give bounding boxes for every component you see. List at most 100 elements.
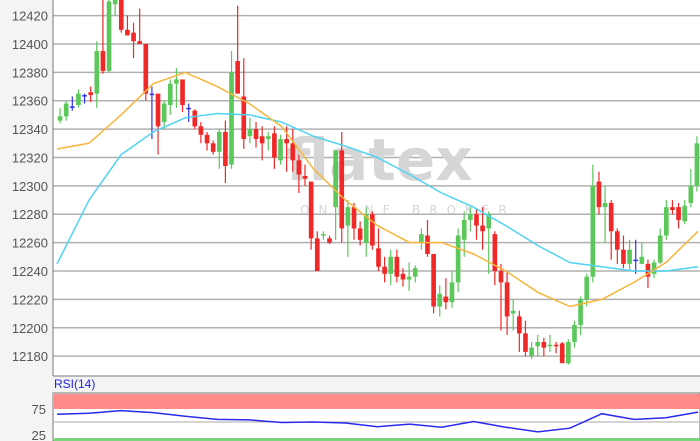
candle-body xyxy=(357,228,363,240)
candle-body xyxy=(253,129,259,140)
candle-body xyxy=(345,207,351,226)
candle-body xyxy=(137,41,142,44)
candle-body xyxy=(419,234,424,243)
candle-body xyxy=(223,131,228,167)
rsi-pane: 75 25 xyxy=(32,392,700,441)
price-axis-labels: 12180 12200 12220 12240 12260 12280 12300 12320… xyxy=(12,9,48,365)
candle-body xyxy=(627,249,632,264)
fast-moving-average-line xyxy=(56,71,699,308)
candle-body xyxy=(584,276,590,300)
candle-body xyxy=(265,136,271,140)
candle-body xyxy=(541,341,547,348)
candle-body xyxy=(363,214,369,243)
rsi-line xyxy=(56,409,699,433)
candle-body xyxy=(400,273,406,280)
candle-body xyxy=(449,282,455,303)
candle-body xyxy=(82,95,87,97)
candle-body xyxy=(370,214,375,246)
candle-body xyxy=(431,253,436,307)
candle-body xyxy=(112,0,118,5)
candle-body xyxy=(559,343,565,364)
candle-body xyxy=(663,207,669,236)
candle-body xyxy=(143,43,149,94)
candle-body xyxy=(510,310,516,314)
price-tick-label: 12340 xyxy=(12,122,48,137)
price-tick-label: 12200 xyxy=(12,321,48,336)
candle-body xyxy=(131,32,136,42)
price-tick-label: 12260 xyxy=(12,236,48,251)
candle-body xyxy=(504,282,510,317)
candle-body xyxy=(161,103,167,123)
price-tick-label: 12280 xyxy=(12,207,48,222)
candle-body xyxy=(314,238,320,272)
price-tick-label: 12380 xyxy=(12,65,48,80)
candle-body xyxy=(155,93,161,127)
candle-body xyxy=(566,341,571,364)
candle-body xyxy=(406,276,412,280)
candle-body xyxy=(149,93,155,96)
candle-body xyxy=(125,29,130,36)
candle-body xyxy=(308,181,314,239)
rsi-tick-25: 25 xyxy=(32,428,46,441)
candle-body xyxy=(394,256,400,277)
candle-body xyxy=(63,103,69,117)
candle-body xyxy=(492,234,498,272)
candle-body xyxy=(437,293,443,307)
slow-moving-average-line xyxy=(56,112,699,272)
candle-body xyxy=(694,143,700,186)
candle-body xyxy=(180,79,185,105)
candle-body xyxy=(633,259,639,262)
candle-body xyxy=(100,51,106,71)
candle-body xyxy=(278,139,283,161)
candle-body xyxy=(461,219,467,240)
candle-body xyxy=(608,202,614,232)
candle-body xyxy=(118,0,124,30)
candle-body xyxy=(204,134,210,144)
candle-body xyxy=(547,344,553,347)
candle-body xyxy=(333,150,338,208)
candle-body xyxy=(241,96,247,140)
price-tick-label: 12360 xyxy=(12,94,48,109)
candle-body xyxy=(523,333,528,352)
candle-body xyxy=(486,214,492,229)
candle-body xyxy=(321,234,326,236)
candle-body xyxy=(602,202,608,208)
candle-body xyxy=(657,235,663,263)
candle-body xyxy=(229,72,234,165)
candle-body xyxy=(596,181,602,208)
candle-body xyxy=(682,205,688,222)
price-tick-label: 12420 xyxy=(12,9,48,24)
candle-body xyxy=(382,266,387,274)
price-tick-label: 12240 xyxy=(12,264,48,279)
candle-body xyxy=(198,126,204,135)
rsi-overbought-band xyxy=(54,394,700,409)
candle-body xyxy=(474,214,479,226)
candle-body xyxy=(88,92,94,96)
candle-body xyxy=(339,150,345,229)
candle-body xyxy=(167,83,173,105)
candle-body xyxy=(388,256,394,274)
candle-body xyxy=(284,139,289,144)
candle-body xyxy=(621,249,626,264)
candle-body xyxy=(553,344,559,347)
candle-body xyxy=(296,160,302,175)
candle-body xyxy=(443,296,449,303)
price-tick-label: 12400 xyxy=(12,37,48,52)
candle-body xyxy=(455,235,461,283)
candle-body xyxy=(327,238,332,243)
price-tick-label: 12180 xyxy=(12,349,48,364)
candle-body xyxy=(590,185,596,277)
candle-body xyxy=(517,316,522,334)
watermark-tagline: ONLINE BROKER xyxy=(300,203,516,217)
candle-body xyxy=(676,207,681,220)
candle-body xyxy=(535,341,541,347)
candle-body xyxy=(688,185,694,203)
candle-body xyxy=(302,175,308,179)
candle-body xyxy=(174,79,179,84)
candle-body xyxy=(235,61,240,94)
candle-body xyxy=(57,116,63,121)
candle-body xyxy=(529,347,534,357)
candle-body xyxy=(639,256,645,264)
candle-body xyxy=(572,324,577,342)
